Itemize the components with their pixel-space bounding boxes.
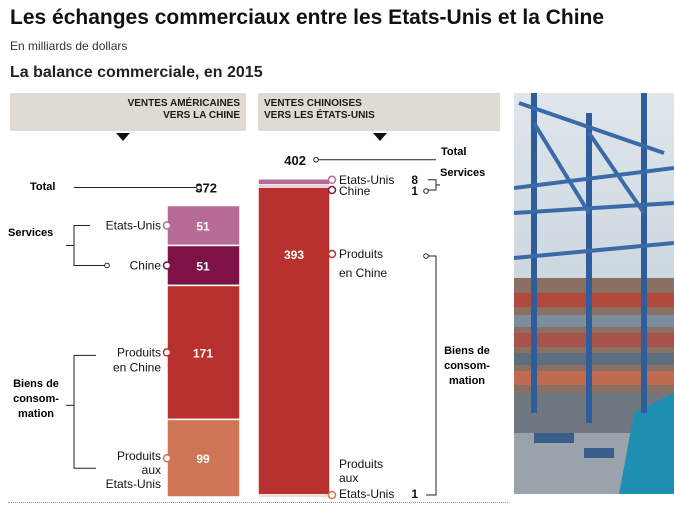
bar-us-label-3a: Produits [117,449,161,463]
bar-cn-value-3: 1 [411,487,418,501]
bar-cn-label-3c: Etats-Unis [339,487,394,501]
bar-us-label-1: Chine [130,258,162,272]
bracket-biens-left [73,354,96,469]
bar-cn-segment-3 [257,494,331,498]
label-biens-left-2: consom- [13,393,59,405]
bar-us-label-3c: Etats-Unis [106,477,161,491]
label-biens-left-3: mation [18,408,54,420]
annotations [66,156,440,496]
leader-dot-total-left [196,184,202,191]
bar-cn-dot-3 [327,490,337,500]
bar-us-label-2b: en Chine [113,360,161,374]
label-biens-right-1: Biens de [444,345,490,357]
column-header-us-line2: VERS LA CHINE [163,110,240,121]
bar-cn-label-2b: en Chine [339,266,387,280]
bar-us-dot-2 [162,348,172,357]
bar-china-sales: 393 402 Etats-Unis 8 Chine 1 Produits en Chine P… [257,153,418,501]
bar-cn-label-1: Chine [339,184,371,198]
header-pointer-right [373,133,387,141]
bar-cn-value-2: 393 [284,248,304,262]
bar-us-value-1: 51 [196,259,210,273]
label-biens-right-2: consom- [444,360,490,372]
column-header-china-line2: VERS LES ÉTATS-UNIS [264,110,375,121]
bracket-services-right [428,179,437,191]
bar-cn-value-1: 1 [411,184,418,198]
bracket-services-left-dot [104,262,110,269]
bracket-services-left [73,224,105,266]
bar-us-label-0: Etats-Unis [106,218,161,232]
bar-cn-label-3a: Produits [339,457,383,471]
section-title: La balance commerciale, en 2015 [10,64,263,81]
port-cranes-image [514,93,674,494]
bar-cn-segment-0 [257,178,331,186]
label-biens-right-3: mation [449,375,485,387]
bar-us-value-3: 99 [196,452,210,466]
bracket-services-right-dot [423,188,429,194]
bar-cn-label-0: Etats-Unis [339,173,394,187]
column-header-china-line1: VENTES CHINOISES [264,98,362,109]
bar-us-value-0: 51 [196,219,210,233]
bracket-biens-right [426,255,437,496]
chart-subtitle: En milliards de dollars [10,39,128,53]
bar-us-label-3b: aux [142,463,161,477]
bar-us-dot-3 [162,453,172,463]
bar-cn-label-3b: aux [339,471,358,485]
bottom-rule [8,502,508,503]
bar-us-dot-0 [162,221,172,230]
label-total-right: Total [441,146,466,158]
label-services-left: Services [8,227,53,239]
label-services-right: Services [440,167,485,179]
bar-us-label-2a: Produits [117,345,161,359]
port-photo [514,93,674,494]
label-biens-left-1: Biens de [13,378,59,390]
bracket-biens-right-dot [423,253,429,259]
column-header-us-sales: VENTES AMÉRICAINES VERS LA CHINE [10,93,246,131]
bar-cn-dot-0 [327,175,337,185]
bar-us-dot-1 [162,261,172,270]
label-total-left: Total [30,181,55,193]
bar-cn-value-0: 8 [411,173,418,187]
chart-title: Les échanges commerciaux entre les Etats… [10,6,605,29]
leader-dot-total-right [313,156,319,163]
bar-cn-segment-2 [257,186,331,496]
column-header-us-line1: VENTES AMÉRICAINES [127,98,240,109]
bar-cn-dot-2 [327,249,337,259]
bar-cn-dot-1 [327,185,337,195]
column-header-china-sales: VENTES CHINOISES VERS LES ÉTATS-UNIS [258,93,500,131]
bar-us-value-2: 171 [193,346,213,360]
bar-us-total: 372 [195,181,217,196]
bar-cn-label-2a: Produits [339,247,383,261]
bar-cn-total: 402 [284,153,306,168]
header-pointer-left [116,133,130,141]
